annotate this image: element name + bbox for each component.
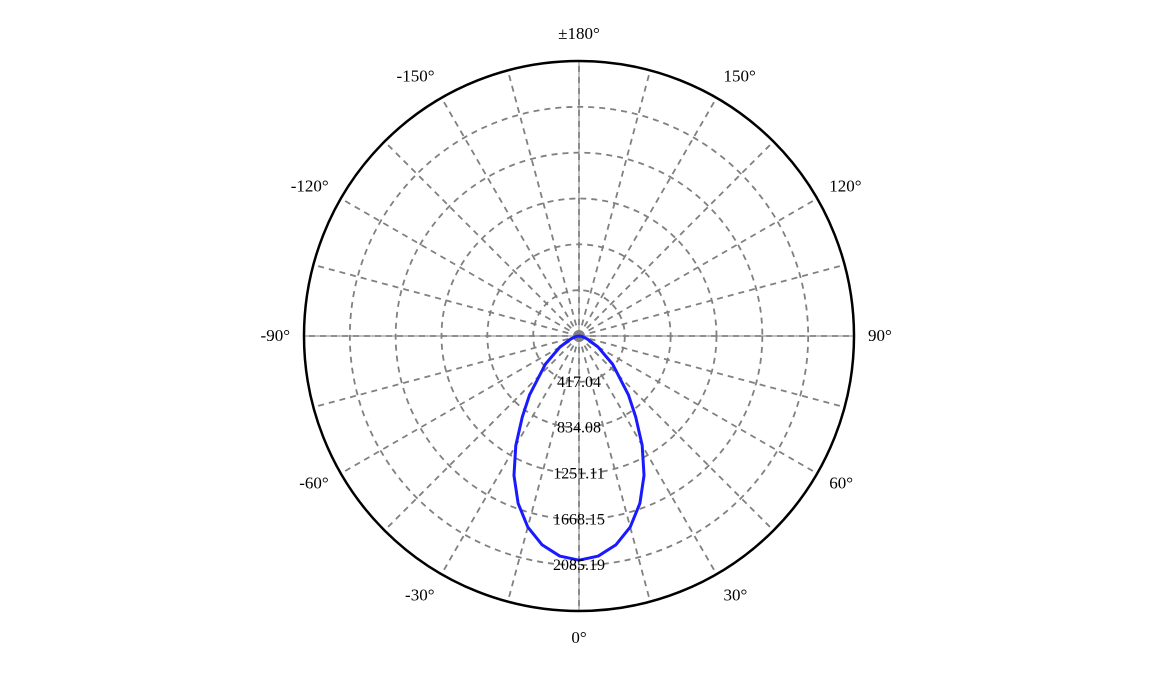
angle-label: 150° xyxy=(724,67,756,86)
angle-label: 60° xyxy=(829,474,853,493)
angle-label: -60° xyxy=(299,474,328,493)
angle-label: ±180° xyxy=(558,24,600,43)
angle-label: -120° xyxy=(291,177,329,196)
ring-value-label: 1668.15 xyxy=(553,511,605,528)
ring-value-label: 1251.11 xyxy=(553,466,604,483)
angle-label: -30° xyxy=(405,585,434,604)
angle-label: 0° xyxy=(571,628,586,647)
angle-label: -90° xyxy=(261,326,290,345)
ring-value-label: 2085.19 xyxy=(553,557,605,574)
angle-label: 120° xyxy=(829,177,861,196)
angle-label: 30° xyxy=(724,585,748,604)
ring-value-label: 834.08 xyxy=(557,420,601,437)
angle-label: -150° xyxy=(397,67,435,86)
ring-value-label: 417.04 xyxy=(557,374,601,391)
angle-label: 90° xyxy=(868,326,892,345)
polar-distribution-chart: 417.04 834.08 1251.11 1668.15 2085.19 0° 30° 60… xyxy=(0,0,1159,673)
